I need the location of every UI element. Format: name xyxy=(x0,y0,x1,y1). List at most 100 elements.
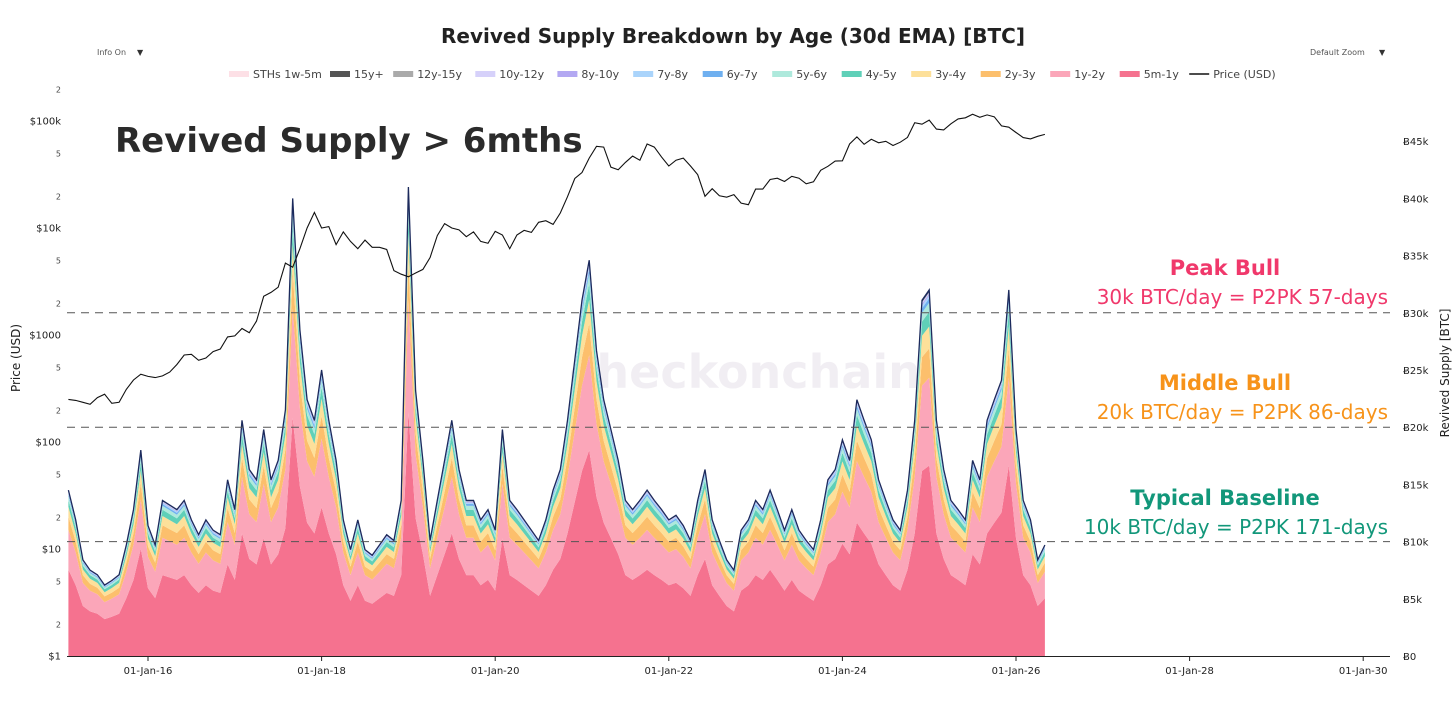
legend-label: Price (USD) xyxy=(1213,68,1275,81)
reference-lines xyxy=(67,312,1390,543)
right-axis-ticks: Ƀ0 Ƀ5k Ƀ10k Ƀ15k Ƀ20k Ƀ25k Ƀ30k Ƀ35k Ƀ40k Ƀ45k xyxy=(1403,137,1429,663)
legend-swatch xyxy=(702,71,723,77)
x-tick-label: 01-Jan-28 xyxy=(1165,666,1214,677)
legend-item-2y-3y[interactable]: 2y-3y xyxy=(980,68,1036,81)
legend-item-5m-1y[interactable]: 5m-1y xyxy=(1119,68,1180,81)
legend-swatch xyxy=(557,71,578,77)
left-tick-label: 2 xyxy=(56,299,61,308)
chart-title: Revived Supply Breakdown by Age (30d EMA… xyxy=(441,24,1025,48)
annotation-title: Middle Bull xyxy=(1159,371,1291,395)
legend-swatch xyxy=(330,71,350,77)
right-tick-label: Ƀ15k xyxy=(1403,480,1429,491)
legend-label: 5m-1y xyxy=(1144,68,1180,81)
legend-swatch xyxy=(229,71,249,77)
legend-swatch xyxy=(1050,71,1071,77)
annotation-text: 20k BTC/day = P2PK 86-days xyxy=(1097,400,1388,424)
legend-item-sths-1w-5m[interactable]: STHs 1w-5m xyxy=(229,68,322,81)
total-outline xyxy=(67,186,1046,586)
legend-label: 8y-10y xyxy=(581,68,619,81)
x-tick-label: 01-Jan-22 xyxy=(644,666,693,677)
legend-label: STHs 1w-5m xyxy=(253,68,322,81)
right-tick-label: Ƀ5k xyxy=(1403,595,1422,606)
legend-label: 3y-4y xyxy=(935,68,966,81)
area-5m-1y xyxy=(68,412,1045,656)
left-tick-label: 2 xyxy=(56,620,61,629)
legend-swatch xyxy=(475,71,496,77)
legend-label: 2y-3y xyxy=(1005,68,1036,81)
right-tick-label: Ƀ40k xyxy=(1403,194,1429,205)
right-tick-label: Ƀ10k xyxy=(1403,538,1429,549)
info-dropdown-label: Info On xyxy=(97,48,126,57)
legend-item-3y-4y[interactable]: 3y-4y xyxy=(911,68,966,81)
left-tick-label: 2 xyxy=(56,192,61,201)
right-tick-label: Ƀ20k xyxy=(1403,423,1429,434)
legend-swatch xyxy=(911,71,932,77)
watermark: checkonchain xyxy=(569,345,921,399)
annotation-text: 10k BTC/day = P2PK 171-days xyxy=(1084,515,1388,539)
left-tick-label: 2 xyxy=(56,406,61,415)
right-tick-label: Ƀ30k xyxy=(1403,309,1429,320)
x-tick-label: 01-Jan-20 xyxy=(471,666,520,677)
legend-item-8y-10y[interactable]: 8y-10y xyxy=(557,68,620,81)
legend-label: 15y+ xyxy=(354,68,384,81)
legend-item-6y-7y[interactable]: 6y-7y xyxy=(702,68,758,81)
legend-label: 6y-7y xyxy=(727,68,758,81)
annotation-middle-bull: Middle Bull 20k BTC/day = P2PK 86-days xyxy=(1097,371,1388,424)
left-tick-label: $1 xyxy=(48,652,61,663)
x-tick-label: 01-Jan-26 xyxy=(992,666,1041,677)
right-tick-label: Ƀ25k xyxy=(1403,366,1429,377)
legend-item-4y-5y[interactable]: 4y-5y xyxy=(841,68,897,81)
x-axis-ticks: 01-Jan-16 01-Jan-18 01-Jan-20 01-Jan-22 01-J… xyxy=(124,656,1388,677)
legend-label: 10y-12y xyxy=(499,68,544,81)
right-tick-label: Ƀ0 xyxy=(1403,652,1416,663)
left-tick-label: 2 xyxy=(56,513,61,522)
legend-label: 7y-8y xyxy=(657,68,688,81)
legend-item-10y-12y[interactable]: 10y-12y xyxy=(475,68,545,81)
legend-swatch xyxy=(772,71,793,77)
left-tick-label: $100 xyxy=(36,438,61,449)
stacked-areas xyxy=(67,186,1046,656)
left-tick-label: $10k xyxy=(36,224,61,235)
legend-item-price-usd-[interactable]: Price (USD) xyxy=(1189,68,1276,81)
headline: Revived Supply > 6mths xyxy=(115,121,583,161)
annotation-text: 30k BTC/day = P2PK 57-days xyxy=(1097,285,1388,309)
left-tick-label: 5 xyxy=(56,471,61,480)
legend: STHs 1w-5m 15y+ 12y-15y 10y-12y 8y-10y 7y-8y 6… xyxy=(229,68,1276,81)
info-dropdown[interactable]: Info On ▼ xyxy=(97,48,144,57)
x-tick-label: 01-Jan-24 xyxy=(818,666,867,677)
legend-label: 1y-2y xyxy=(1074,68,1105,81)
zoom-dropdown-label: Default Zoom xyxy=(1310,48,1365,57)
chevron-down-icon: ▼ xyxy=(1379,48,1386,57)
legend-label: 5y-6y xyxy=(796,68,827,81)
left-axis-label: Price (USD) xyxy=(9,324,23,392)
legend-item-12y-15y[interactable]: 12y-15y xyxy=(393,68,462,81)
x-tick-label: 01-Jan-30 xyxy=(1339,666,1388,677)
zoom-dropdown[interactable]: Default Zoom ▼ xyxy=(1310,48,1386,57)
annotation-title: Peak Bull xyxy=(1170,256,1280,280)
x-tick-label: 01-Jan-18 xyxy=(297,666,346,677)
legend-item-5y-6y[interactable]: 5y-6y xyxy=(772,68,827,81)
legend-label: 4y-5y xyxy=(866,68,897,81)
annotation-peak-bull: Peak Bull 30k BTC/day = P2PK 57-days xyxy=(1097,256,1388,309)
x-tick-label: 01-Jan-16 xyxy=(124,666,173,677)
annotation-title: Typical Baseline xyxy=(1130,486,1319,510)
legend-item-7y-8y[interactable]: 7y-8y xyxy=(633,68,688,81)
left-tick-label: $10 xyxy=(42,545,61,556)
right-tick-label: Ƀ45k xyxy=(1403,137,1429,148)
legend-swatch xyxy=(633,71,654,77)
right-tick-label: Ƀ35k xyxy=(1403,252,1429,263)
left-tick-label: 5 xyxy=(56,578,61,587)
left-tick-label: 5 xyxy=(56,150,61,159)
right-axis-label: Revived Supply [BTC] xyxy=(1438,309,1452,438)
area-1y-2y xyxy=(68,299,1045,620)
chevron-down-icon: ▼ xyxy=(137,48,144,57)
legend-item-15y-[interactable]: 15y+ xyxy=(330,68,384,81)
left-tick-label: 5 xyxy=(56,364,61,373)
legend-item-1y-2y[interactable]: 1y-2y xyxy=(1050,68,1105,81)
legend-swatch xyxy=(1119,71,1140,77)
left-tick-label: $1000 xyxy=(29,331,61,342)
annotation-typical-baseline: Typical Baseline 10k BTC/day = P2PK 171-… xyxy=(1084,486,1388,539)
legend-swatch xyxy=(393,71,414,77)
legend-label: 12y-15y xyxy=(417,68,462,81)
